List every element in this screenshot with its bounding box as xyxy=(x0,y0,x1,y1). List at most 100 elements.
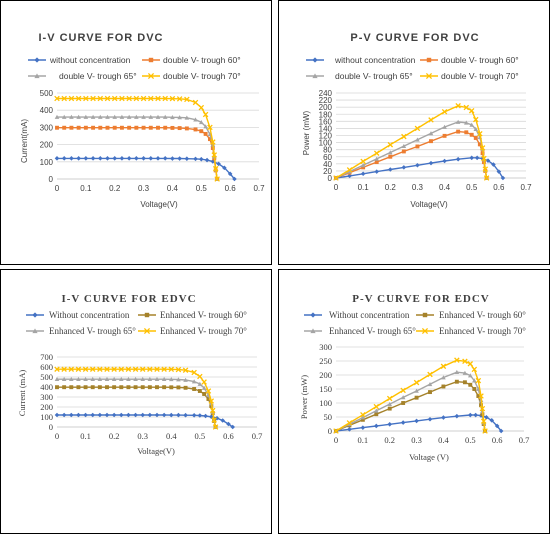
data-point xyxy=(118,376,124,382)
data-point xyxy=(140,376,146,382)
data-point xyxy=(415,144,420,149)
y-axis-title: Current(mA) xyxy=(20,119,29,163)
y-tick-label: 0 xyxy=(49,422,53,432)
data-point xyxy=(441,375,446,380)
data-point xyxy=(162,95,168,102)
data-point xyxy=(203,413,208,419)
y-tick-label: 140 xyxy=(319,124,333,133)
legend-entry-double-v-trough-60: double V- trough 60° xyxy=(142,55,241,65)
data-point xyxy=(455,119,461,124)
data-point xyxy=(61,376,67,382)
x-tick-label: 0.1 xyxy=(80,431,91,441)
data-point xyxy=(170,156,175,161)
data-point xyxy=(193,156,198,162)
x-tick-label: 0 xyxy=(334,183,339,192)
x-tick-label: 0.1 xyxy=(80,184,92,193)
data-point xyxy=(467,373,473,378)
data-point xyxy=(467,412,473,418)
y-tick-label: 200 xyxy=(40,141,54,150)
data-point xyxy=(199,129,204,134)
x-tick-label: 0.6 xyxy=(493,183,505,192)
legend-marker xyxy=(422,312,428,318)
data-point xyxy=(414,125,421,132)
data-point xyxy=(197,381,203,386)
data-point xyxy=(413,379,420,386)
legend-label: double V- trough 65° xyxy=(59,71,137,81)
data-point xyxy=(176,96,183,102)
data-point xyxy=(177,156,182,161)
data-point xyxy=(494,423,500,429)
data-point xyxy=(154,412,160,418)
data-point xyxy=(212,165,219,172)
data-point xyxy=(472,387,477,391)
legend-symbol xyxy=(142,72,160,80)
data-point xyxy=(201,385,207,390)
data-point xyxy=(472,378,477,383)
data-point xyxy=(75,366,82,372)
x-tick-label: 0.7 xyxy=(519,435,530,445)
data-point xyxy=(211,152,218,158)
x-tick-label: 0.7 xyxy=(252,431,263,441)
data-point xyxy=(400,395,406,400)
data-point xyxy=(148,125,153,130)
data-point xyxy=(176,412,181,418)
data-point xyxy=(373,403,380,410)
series-line xyxy=(57,368,217,428)
data-point xyxy=(155,95,161,102)
series-0 xyxy=(54,412,236,430)
data-point xyxy=(134,125,139,130)
data-point xyxy=(97,385,102,390)
data-point xyxy=(162,114,168,119)
data-point xyxy=(212,424,219,430)
x-tick-label: 0.2 xyxy=(109,184,121,193)
data-point xyxy=(471,366,478,373)
data-point xyxy=(119,385,124,390)
legend-marker xyxy=(34,57,40,63)
data-point xyxy=(500,175,506,181)
data-point xyxy=(184,96,190,103)
data-point xyxy=(373,423,379,429)
legend-marker xyxy=(34,73,40,79)
legend-entry-enhanced-v-trough-70: Enhanced V- trough 70° xyxy=(416,326,526,336)
data-point xyxy=(90,412,96,418)
series-3 xyxy=(54,366,219,430)
data-point xyxy=(386,395,393,402)
data-point xyxy=(148,95,154,102)
legend-label: Enhanced V- trough 60° xyxy=(160,310,247,320)
data-point xyxy=(442,124,447,129)
data-point xyxy=(170,114,175,120)
legend-symbol xyxy=(304,312,322,318)
legend-marker xyxy=(425,72,433,80)
data-point xyxy=(91,125,96,130)
y-tick-label: 200 xyxy=(40,402,53,412)
data-point xyxy=(82,366,89,372)
data-point xyxy=(220,418,226,423)
legend-marker xyxy=(312,57,318,63)
legend-label: Enhanced V- trough 65° xyxy=(49,326,136,336)
data-point xyxy=(182,367,189,373)
data-point xyxy=(111,366,117,372)
data-point xyxy=(132,366,139,372)
x-tick-label: 0.5 xyxy=(195,431,206,441)
legend-symbol xyxy=(26,312,44,318)
data-point xyxy=(163,125,168,130)
legend-marker xyxy=(421,327,429,335)
data-point xyxy=(454,379,459,384)
x-tick-label: 0.6 xyxy=(223,431,234,441)
data-point xyxy=(140,412,146,418)
data-point xyxy=(176,385,181,390)
x-tick-label: 0.7 xyxy=(520,183,532,192)
legend-symbol xyxy=(138,327,156,335)
data-point xyxy=(68,95,75,102)
series-3 xyxy=(333,102,490,181)
chart-panel-iv-dvc: I-V CURVE FOR DVC without concentration … xyxy=(0,0,272,265)
data-point xyxy=(133,385,138,390)
data-point xyxy=(162,156,168,161)
data-point xyxy=(203,124,208,129)
data-point xyxy=(454,357,460,363)
data-point xyxy=(210,139,216,145)
y-tick-label: 60 xyxy=(323,153,332,162)
data-point xyxy=(184,126,189,131)
legend-entry-double-v-trough-65: double V- trough 65° xyxy=(306,71,413,81)
data-point xyxy=(462,358,468,365)
